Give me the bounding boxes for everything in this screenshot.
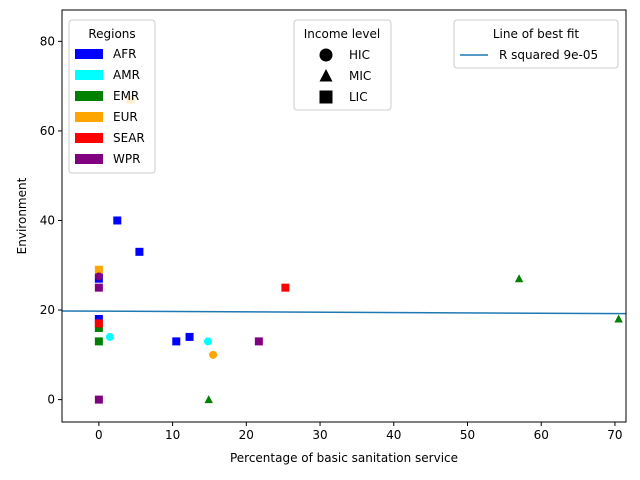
fit-legend-title: Line of best fit bbox=[493, 27, 580, 41]
fit-legend-frame bbox=[453, 19, 619, 69]
x-tick-label: 50 bbox=[460, 428, 475, 442]
x-tick-label: 10 bbox=[165, 428, 180, 442]
legend-marker bbox=[319, 69, 333, 82]
legend-label: WPR bbox=[113, 152, 140, 166]
data-point bbox=[185, 332, 194, 341]
legend-label: HIC bbox=[349, 48, 370, 62]
data-point bbox=[281, 283, 290, 292]
x-tick-label: 40 bbox=[386, 428, 401, 442]
legend-label: EMR bbox=[113, 89, 139, 103]
plot-frame bbox=[61, 9, 627, 423]
data-point bbox=[94, 395, 103, 404]
data-point bbox=[135, 247, 144, 256]
y-tick-label: 80 bbox=[40, 34, 55, 48]
legend-label: AFR bbox=[113, 47, 136, 61]
y-axis: 0 20 40 60 80 bbox=[40, 34, 62, 407]
data-point bbox=[94, 337, 103, 346]
data-point bbox=[614, 314, 623, 323]
regions-legend-title: Regions bbox=[88, 27, 135, 41]
legend-marker bbox=[319, 90, 333, 104]
x-tick-label: 60 bbox=[534, 428, 549, 442]
x-tick-label: 30 bbox=[312, 428, 327, 442]
data-point bbox=[94, 319, 103, 328]
legend-swatch bbox=[75, 91, 103, 101]
best-fit-line-group bbox=[61, 310, 627, 315]
data-point bbox=[94, 315, 103, 323]
data-point bbox=[113, 216, 122, 225]
y-axis-title: Environment bbox=[15, 177, 29, 254]
y-tick-label: 0 bbox=[47, 393, 55, 407]
data-point bbox=[94, 265, 103, 274]
y-tick-label: 20 bbox=[40, 303, 55, 317]
data-point bbox=[94, 272, 103, 281]
legend-swatch bbox=[75, 154, 103, 164]
income-legend-title: Income level bbox=[304, 27, 381, 41]
data-point bbox=[172, 337, 181, 346]
legend-label: AMR bbox=[113, 68, 140, 82]
best-fit-line bbox=[61, 310, 627, 315]
data-point bbox=[514, 274, 524, 283]
legend-swatch bbox=[75, 70, 103, 80]
x-tick-label: 20 bbox=[239, 428, 254, 442]
legend-label: SEAR bbox=[113, 131, 145, 145]
data-point bbox=[94, 283, 103, 292]
legend-label: EUR bbox=[113, 110, 138, 124]
data-point bbox=[254, 337, 263, 346]
legend-label: MIC bbox=[349, 69, 371, 83]
x-axis: 0 10 20 30 40 50 60 70 bbox=[95, 422, 623, 442]
legend-label: LIC bbox=[349, 90, 368, 104]
legend-swatch bbox=[75, 49, 103, 59]
income-legend-frame bbox=[293, 19, 392, 111]
fit-legend: Line of best fit R squared 9e-05 bbox=[453, 19, 619, 69]
x-axis-title: Percentage of basic sanitation service bbox=[230, 451, 458, 465]
legend-swatch bbox=[75, 133, 103, 143]
data-points bbox=[94, 95, 623, 404]
data-point bbox=[204, 395, 213, 404]
y-tick-label: 40 bbox=[40, 213, 55, 227]
data-point bbox=[94, 323, 103, 332]
income-legend: Income level HIC MIC LIC bbox=[293, 19, 392, 111]
fit-legend-label: R squared 9e-05 bbox=[499, 48, 598, 62]
legend-swatch bbox=[75, 112, 103, 122]
data-point bbox=[203, 337, 212, 346]
legend-marker bbox=[319, 48, 333, 62]
data-point bbox=[105, 332, 114, 341]
y-tick-label: 60 bbox=[40, 124, 55, 138]
data-point bbox=[209, 350, 218, 359]
regions-legend: Regions AFR AMR EMR EUR SEAR WPR bbox=[68, 19, 156, 174]
x-tick-label: 0 bbox=[95, 428, 103, 442]
x-tick-label: 70 bbox=[607, 428, 622, 442]
